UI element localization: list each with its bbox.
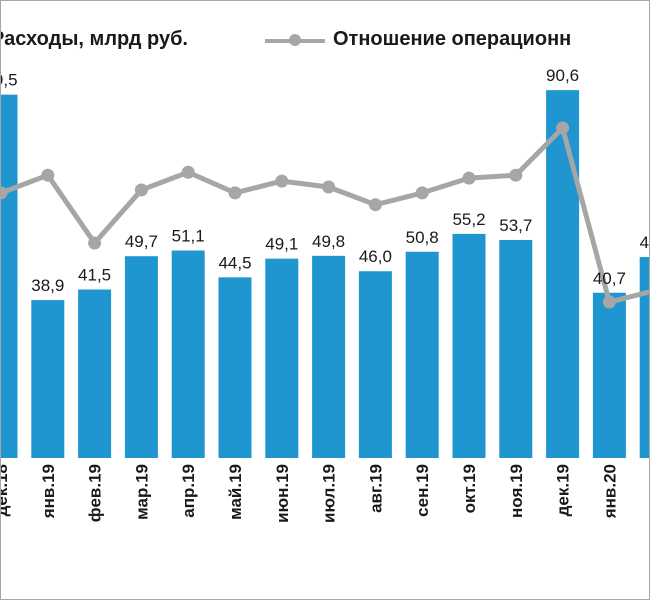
line-series	[1, 121, 649, 309]
legend-item-ratio: Отношение операционн	[265, 28, 571, 51]
bar-value-label: 46,0	[359, 247, 392, 266]
bar-май.19	[218, 277, 252, 458]
bar-value-label: 90,6	[546, 66, 579, 85]
bar-апр.19	[171, 250, 205, 458]
bar-value-label: 41,5	[78, 266, 111, 285]
x-axis-labels: дек.18 янв.19 фев.19 мар.19 апр.19 май.19 июн.…	[1, 464, 650, 523]
x-tick-label: июн.19	[273, 464, 292, 523]
x-tick-label: май.19	[226, 464, 245, 520]
ratio-point-янв.19	[41, 168, 55, 182]
x-tick-label: мар.19	[132, 464, 151, 520]
ratio-point-сен.19	[415, 186, 429, 200]
bar-янв.20	[592, 292, 626, 458]
bar-data-labels: 89,5 38,9 41,5 49,7 51,1 44,5 49,1 49,8 46,0 50,8…	[1, 66, 650, 295]
legend-item-expenses: Расходы, млрд руб.	[0, 28, 188, 51]
ratio-point-дек.19	[556, 121, 570, 135]
bar-value-label: 38,9	[31, 276, 64, 295]
bar-value-label: 49,1	[265, 235, 298, 254]
legend-line-swatch-icon	[265, 33, 325, 47]
x-tick-label: дек.18	[1, 464, 11, 516]
ratio-point-ноя.19	[509, 168, 523, 182]
x-tick-label: фев.19	[86, 464, 105, 522]
bar-июн.19	[265, 258, 299, 458]
bar-мар.19	[124, 256, 158, 458]
x-tick-label: ноя.19	[507, 464, 526, 518]
legend-label-expenses: Расходы, млрд руб.	[0, 28, 188, 50]
bar-value-label: 49,8	[312, 232, 345, 251]
bar-value-label: 50,8	[406, 228, 439, 247]
bar-value-label: 51,1	[172, 227, 205, 246]
ratio-point-июн.19	[275, 174, 289, 188]
bar-сен.19	[405, 251, 439, 458]
ratio-point-июл.19	[322, 180, 336, 194]
x-tick-label: окт.19	[460, 464, 479, 513]
ratio-point-май.19	[228, 186, 242, 200]
ratio-point-фев.19	[88, 236, 102, 250]
bar-фев.20	[639, 257, 649, 458]
x-tick-label: янв.20	[600, 464, 619, 519]
x-tick-label: апр.19	[179, 464, 198, 518]
x-tick-label: сен.19	[413, 464, 432, 517]
legend-label-ratio: Отношение операционн	[333, 28, 572, 50]
x-tick-label: июл.19	[320, 464, 339, 523]
ratio-point-окт.19	[462, 171, 476, 185]
bar-value-label: 44,5	[218, 253, 251, 272]
bar-окт.19	[452, 233, 486, 458]
x-tick-label: дек.19	[554, 464, 573, 516]
bar-value-label: 40,7	[593, 269, 626, 288]
bar-дек.19	[546, 90, 580, 458]
bar-дек.18	[1, 94, 18, 458]
ratio-point-дек.18	[1, 186, 8, 200]
ratio-point-мар.19	[134, 183, 148, 197]
bar-value-label: 53,7	[499, 216, 532, 235]
ratio-point-авг.19	[368, 198, 382, 212]
x-tick-label: авг.19	[366, 464, 385, 513]
bar-value-label: 49,7	[125, 232, 158, 251]
bar-series	[1, 90, 649, 458]
bar-value-label: 55,2	[452, 210, 485, 229]
bar-авг.19	[358, 271, 392, 458]
bar-value-label: 89,5	[1, 71, 18, 90]
bar-июл.19	[312, 255, 346, 458]
bar-value-label: 49,5	[640, 233, 650, 252]
ratio-point-апр.19	[181, 165, 195, 179]
legend: Расходы, млрд руб. Отношение операционн	[0, 28, 649, 58]
x-tick-label: фев.20	[647, 464, 650, 522]
bar-ноя.19	[499, 239, 533, 458]
x-tick-label: янв.19	[39, 464, 58, 519]
bar-фев.19	[78, 289, 112, 458]
bar-янв.19	[31, 300, 65, 458]
ratio-point-янв.20	[602, 295, 616, 309]
